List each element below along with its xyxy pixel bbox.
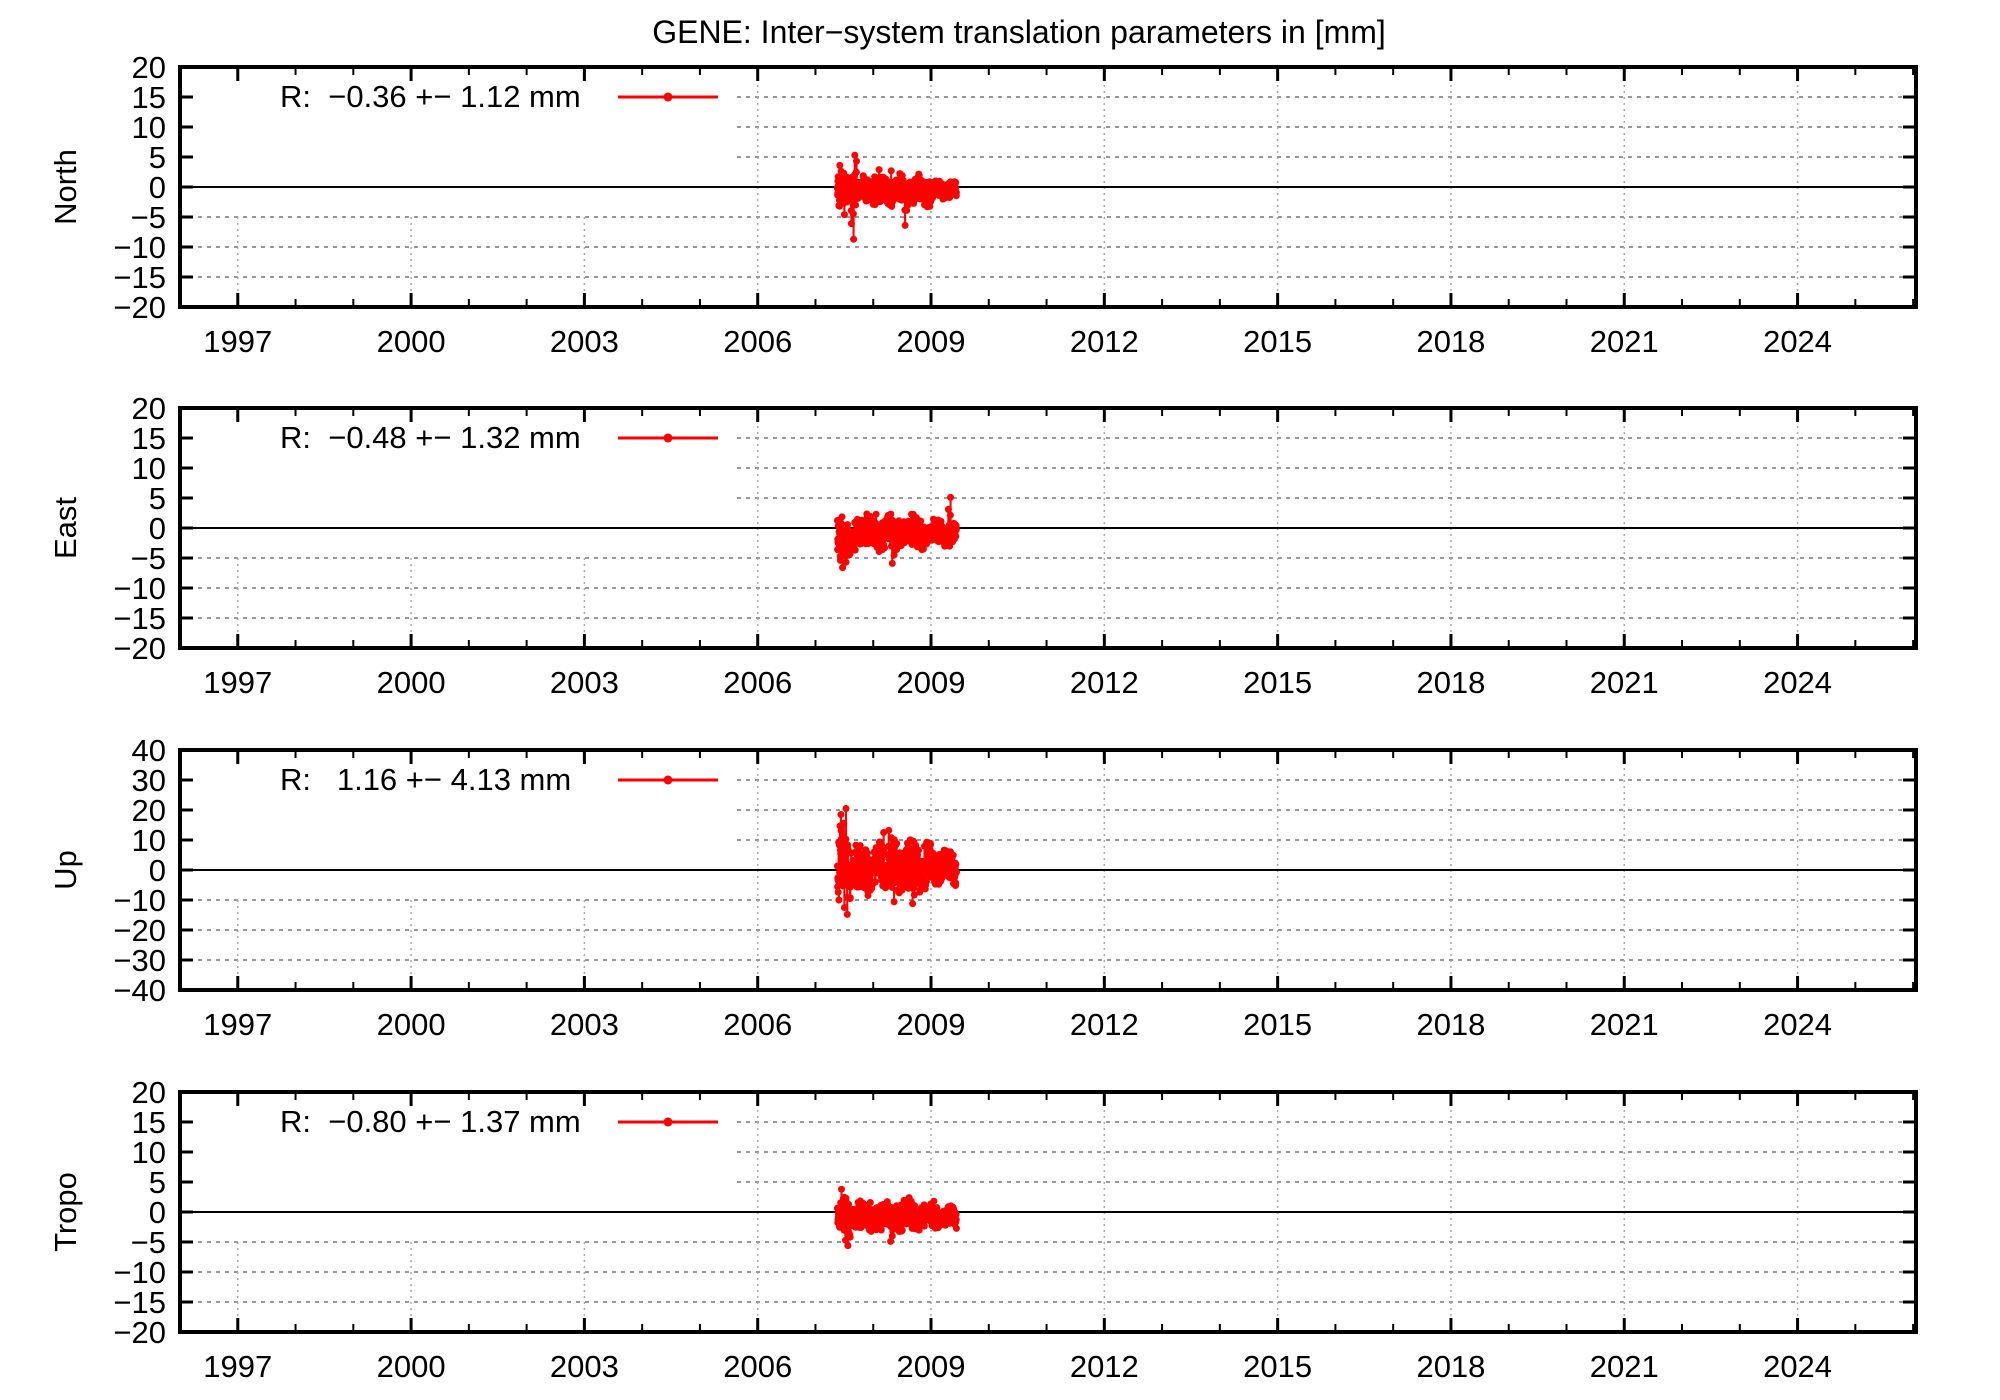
svg-text:2021: 2021 (1590, 1349, 1659, 1384)
svg-text:40: 40 (132, 733, 166, 768)
svg-text:2018: 2018 (1416, 1007, 1485, 1042)
chart-title: GENE: Inter−system translation parameter… (652, 14, 1386, 50)
svg-text:1997: 1997 (203, 324, 272, 359)
svg-text:2006: 2006 (723, 665, 792, 700)
svg-text:−20: −20 (113, 631, 166, 666)
svg-text:−10: −10 (113, 571, 166, 606)
legend-tropo: R: −0.80 +− 1.37 mm (280, 1104, 581, 1139)
legend-north: R: −0.36 +− 1.12 mm (280, 79, 581, 114)
svg-text:15: 15 (132, 80, 166, 115)
svg-text:−10: −10 (113, 230, 166, 265)
svg-text:2018: 2018 (1416, 665, 1485, 700)
svg-text:1997: 1997 (203, 1007, 272, 1042)
svg-text:−15: −15 (113, 1285, 166, 1320)
svg-text:10: 10 (132, 110, 166, 145)
svg-text:0: 0 (149, 170, 166, 205)
svg-text:10: 10 (132, 823, 166, 858)
svg-text:0: 0 (149, 1195, 166, 1230)
svg-text:2000: 2000 (377, 665, 446, 700)
svg-text:2000: 2000 (377, 324, 446, 359)
svg-text:20: 20 (132, 793, 166, 828)
svg-text:2003: 2003 (550, 1349, 619, 1384)
svg-text:2009: 2009 (897, 665, 966, 700)
svg-text:1997: 1997 (203, 1349, 272, 1384)
svg-text:2006: 2006 (723, 1007, 792, 1042)
svg-text:30: 30 (132, 763, 166, 798)
svg-text:15: 15 (132, 1105, 166, 1140)
svg-text:2000: 2000 (377, 1349, 446, 1384)
svg-text:2009: 2009 (897, 1349, 966, 1384)
svg-text:−5: −5 (131, 200, 166, 235)
svg-text:20: 20 (132, 391, 166, 426)
svg-text:2021: 2021 (1590, 1007, 1659, 1042)
svg-text:0: 0 (149, 511, 166, 546)
svg-text:10: 10 (132, 451, 166, 486)
svg-text:−30: −30 (113, 943, 166, 978)
svg-text:2015: 2015 (1243, 1349, 1312, 1384)
svg-text:2021: 2021 (1590, 324, 1659, 359)
svg-text:−5: −5 (131, 1225, 166, 1260)
svg-text:2012: 2012 (1070, 1349, 1139, 1384)
svg-text:2003: 2003 (550, 324, 619, 359)
svg-text:2021: 2021 (1590, 665, 1659, 700)
svg-text:5: 5 (149, 140, 166, 175)
legend-up: R: 1.16 +− 4.13 mm (280, 762, 572, 797)
svg-text:−15: −15 (113, 601, 166, 636)
y-axis-title-north-text: North (48, 149, 83, 225)
svg-text:−10: −10 (113, 883, 166, 918)
svg-text:2009: 2009 (897, 324, 966, 359)
svg-text:2012: 2012 (1070, 324, 1139, 359)
svg-text:2018: 2018 (1416, 324, 1485, 359)
svg-text:2015: 2015 (1243, 324, 1312, 359)
svg-text:−20: −20 (113, 290, 166, 325)
svg-text:2015: 2015 (1243, 1007, 1312, 1042)
svg-text:2000: 2000 (377, 1007, 446, 1042)
svg-text:2012: 2012 (1070, 1007, 1139, 1042)
svg-text:2015: 2015 (1243, 665, 1312, 700)
svg-text:2024: 2024 (1763, 1007, 1832, 1042)
svg-text:−20: −20 (113, 913, 166, 948)
svg-text:2003: 2003 (550, 665, 619, 700)
svg-text:2024: 2024 (1763, 1349, 1832, 1384)
svg-text:2006: 2006 (723, 1349, 792, 1384)
svg-text:2018: 2018 (1416, 1349, 1485, 1384)
y-axis-title-up-text: Up (48, 850, 84, 890)
svg-text:20: 20 (132, 50, 166, 85)
svg-text:−10: −10 (113, 1255, 166, 1290)
svg-text:2024: 2024 (1763, 324, 1832, 359)
svg-text:2003: 2003 (550, 1007, 619, 1042)
y-axis-title-tropo-text: Tropo (48, 1172, 83, 1252)
svg-text:−40: −40 (113, 973, 166, 1008)
svg-text:5: 5 (149, 1165, 166, 1200)
y-axis-title-east-text: East (48, 496, 83, 560)
svg-text:2024: 2024 (1763, 665, 1832, 700)
svg-text:5: 5 (149, 481, 166, 516)
svg-text:20: 20 (132, 1075, 166, 1110)
svg-text:−15: −15 (113, 260, 166, 295)
svg-text:15: 15 (132, 421, 166, 456)
svg-text:10: 10 (132, 1135, 166, 1170)
svg-text:−5: −5 (131, 541, 166, 576)
svg-text:2009: 2009 (897, 1007, 966, 1042)
svg-text:0: 0 (149, 853, 166, 888)
svg-text:1997: 1997 (203, 665, 272, 700)
svg-text:2006: 2006 (723, 324, 792, 359)
legend-east: R: −0.48 +− 1.32 mm (280, 420, 581, 455)
svg-text:−20: −20 (113, 1315, 166, 1350)
svg-text:2012: 2012 (1070, 665, 1139, 700)
